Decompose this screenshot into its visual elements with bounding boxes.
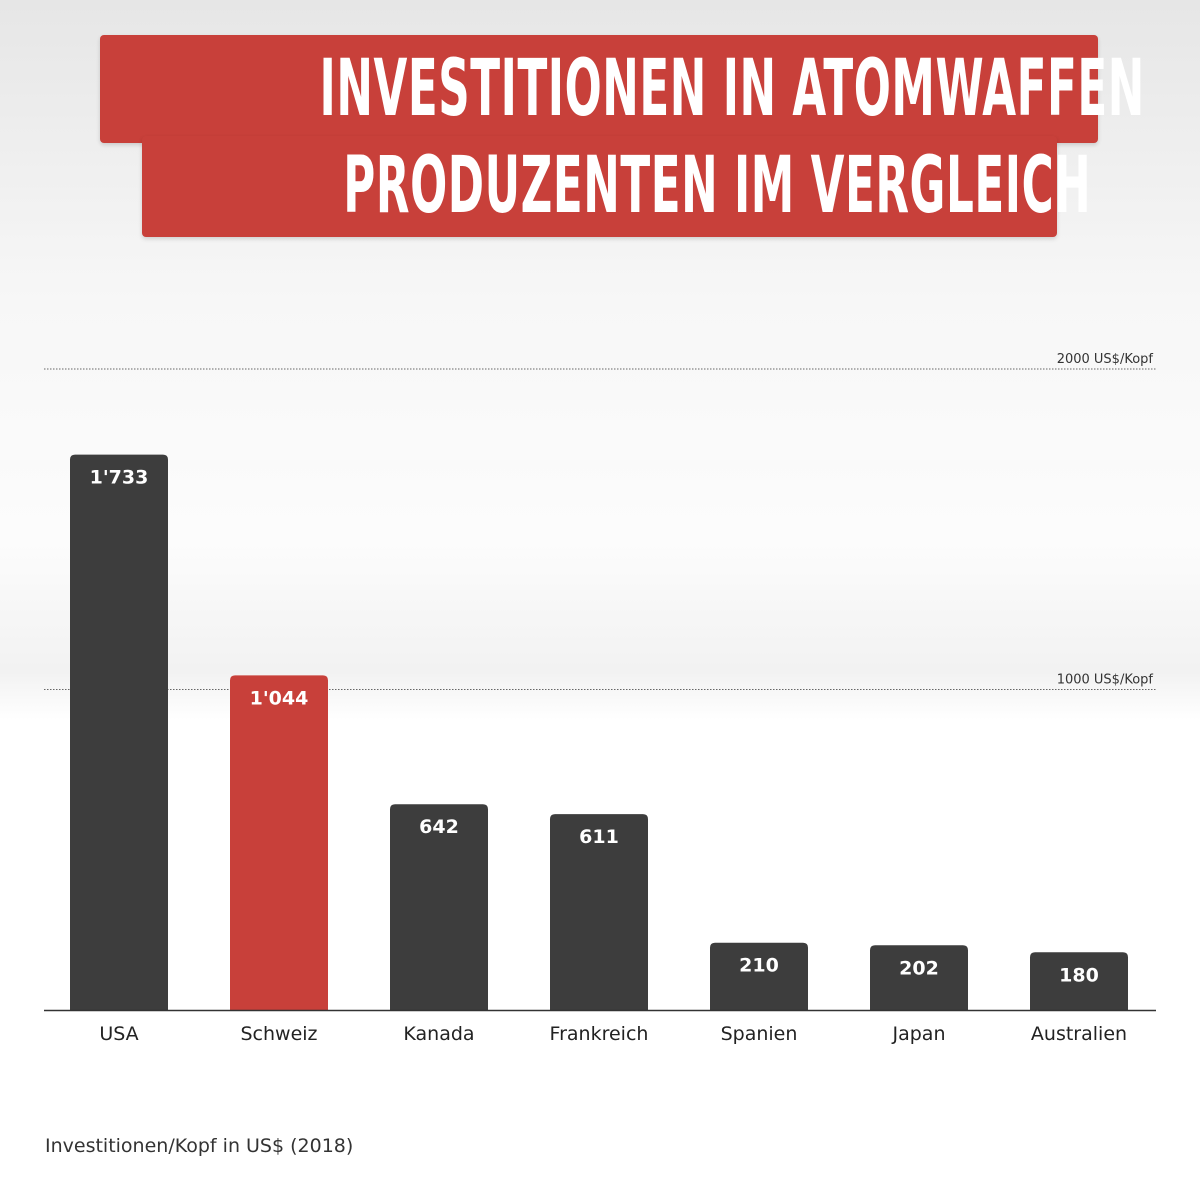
value-label-usa: 1'733 [90, 467, 149, 489]
bar-frankreich [550, 814, 648, 1010]
value-label-japan: 202 [899, 957, 939, 979]
bar-japan [870, 945, 968, 1010]
category-label-australien: Australien [1031, 1023, 1127, 1045]
value-label-australien: 180 [1059, 964, 1099, 986]
category-label-kanada: Kanada [403, 1023, 474, 1045]
title-line-1: INVESTITIONEN IN ATOMWAFFEN [100, 35, 1144, 143]
bar-spanien [710, 942, 808, 1010]
bar-usa [70, 454, 168, 1010]
category-label-japan: Japan [892, 1023, 946, 1045]
category-label-schweiz: Schweiz [240, 1023, 317, 1045]
footnote: Investitionen/Kopf in US$ (2018) [45, 1135, 354, 1157]
bar-kanada [390, 804, 488, 1010]
value-label-schweiz: 1'044 [250, 687, 309, 709]
bar-schweiz [230, 675, 328, 1010]
title-line-2: PRODUZENTEN IM VERGLEICH [142, 136, 1091, 237]
value-label-kanada: 642 [419, 816, 459, 838]
value-label-frankreich: 611 [579, 826, 619, 848]
bar-australien [1030, 952, 1128, 1010]
category-label-spanien: Spanien [721, 1023, 798, 1045]
gridline-label-1000: 1000 US$/Kopf [1057, 673, 1154, 688]
value-label-spanien: 210 [739, 955, 779, 977]
category-label-usa: USA [99, 1023, 138, 1045]
category-label-frankreich: Frankreich [550, 1023, 649, 1045]
gridline-label-2000: 2000 US$/Kopf [1057, 352, 1154, 367]
